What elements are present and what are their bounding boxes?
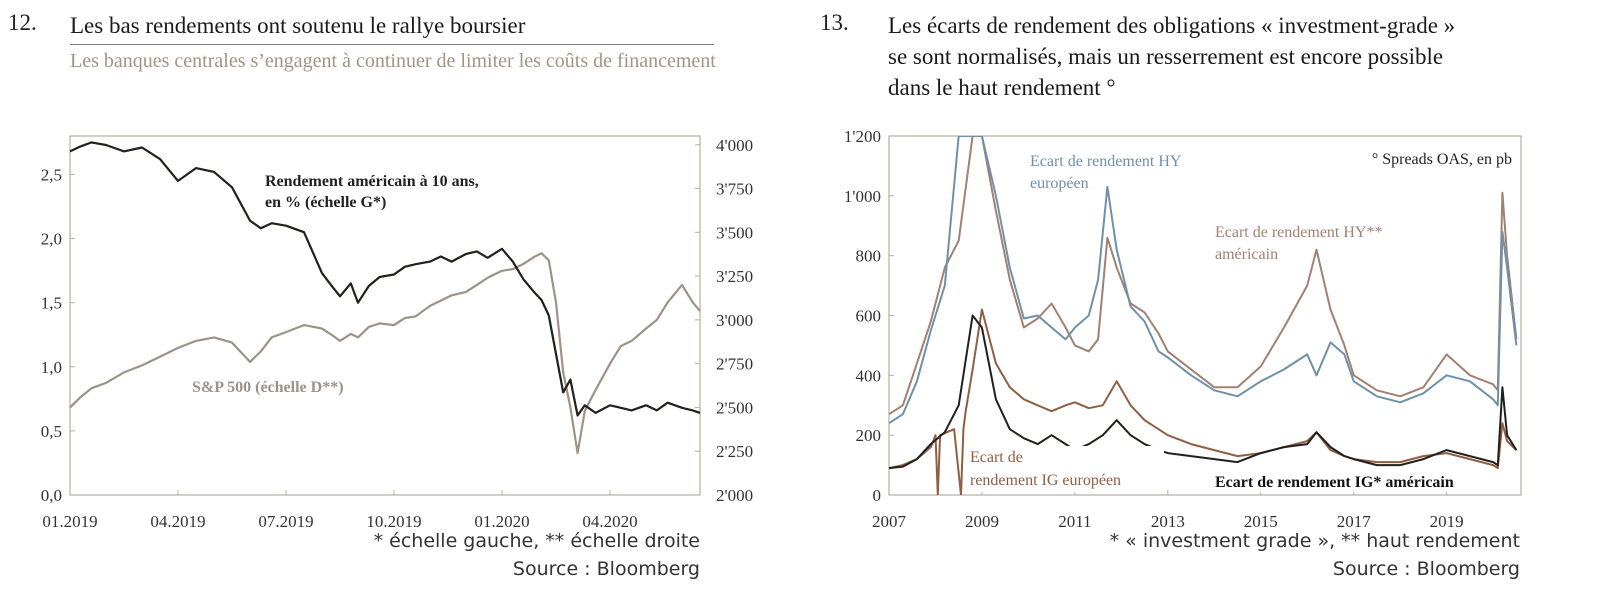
left-y-tick-label: 1,5: [41, 294, 62, 313]
right-chart-y-tick-label: 1'200: [844, 127, 881, 146]
right-y-tick-label: 3'250: [716, 267, 753, 286]
us-hy-spread-line: [889, 136, 1518, 416]
left-x-tick-label: 01.2019: [42, 512, 97, 531]
right-chart-x-tick-label: 2013: [1151, 512, 1185, 531]
right-source: Source : Bloomberg: [1332, 558, 1520, 580]
left-y-tick-label: 1,0: [41, 358, 62, 377]
left-chart-title: Les bas rendements ont soutenu le rallye…: [70, 13, 526, 38]
left-x-tick-label: 04.2019: [150, 512, 205, 531]
right-panel-number: 13.: [820, 10, 849, 35]
right-chart-title: Les écarts de rendement des obligations …: [888, 10, 1588, 103]
left-y-tick-label: 0,5: [41, 422, 62, 441]
eur-ig-label-line-2: rendement IG européen: [970, 472, 1121, 489]
left-panel-number: 12.: [8, 10, 37, 35]
right-chart-y-tick-label: 400: [856, 366, 882, 385]
right-title-line-2: se sont normalisés, mais un resserrement…: [888, 44, 1444, 69]
left-x-tick-label: 10.2019: [366, 512, 421, 531]
yield-annotation-line-2: en % (échelle G*): [265, 194, 386, 211]
eur-ig-label-background: [964, 446, 1164, 492]
right-y-tick-label: 2'750: [716, 355, 753, 374]
us-ig-spread-line: [889, 314, 1518, 470]
right-chart-x-tick-label: 2019: [1430, 512, 1464, 531]
right-y-tick-label: 2'250: [716, 442, 753, 461]
right-y-tick-label: 2'500: [716, 398, 753, 417]
right-title-line-3: dans le haut rendement °: [888, 75, 1116, 100]
right-y-tick-label: 3'000: [716, 311, 753, 330]
left-y-tick-label: 2,0: [41, 230, 62, 249]
right-chart-y-tick-label: 600: [856, 307, 882, 326]
eur-hy-label-line-1: Ecart de rendement HY: [1030, 153, 1182, 170]
yield-annotation-line-1: Rendement américain à 10 ans,: [265, 173, 479, 190]
us-hy-label-line-2: américain: [1215, 246, 1278, 263]
left-footnote: * échelle gauche, ** échelle droite: [373, 530, 700, 552]
eur-hy-label-line-2: européen: [1030, 175, 1089, 192]
left-chart-subtitle: Les banques centrales s’engagent à conti…: [70, 50, 716, 72]
right-y-tick-label: 2'000: [716, 486, 753, 505]
left-plot-frame: [69, 135, 701, 496]
right-footnote: * « investment grade », ** haut rendemen…: [1109, 530, 1520, 552]
right-y-tick-label: 4'000: [716, 136, 753, 155]
sp500-annotation: S&P 500 (échelle D**): [192, 379, 344, 396]
eur-ig-label-line-1: Ecart de: [970, 449, 1023, 466]
right-chart-y-tick-label: 200: [856, 426, 882, 445]
left-x-tick-label: 04.2020: [582, 512, 637, 531]
left-x-tick-label: 07.2019: [258, 512, 313, 531]
left-source: Source : Bloomberg: [512, 558, 700, 580]
right-y-tick-label: 3'750: [716, 180, 753, 199]
eur-ig-spread-line: [889, 308, 1518, 495]
us-ig-label: Ecart de rendement IG* américain: [1215, 474, 1454, 491]
us-10y-yield-line: [69, 141, 701, 417]
left-x-tick-label: 01.2020: [474, 512, 529, 531]
eur-hy-spread-line: [889, 136, 1518, 425]
right-chart-x-tick-label: 2011: [1058, 512, 1091, 531]
right-chart: 0 200 400 600 800 1'000 1'200 2007 2009 2011 2013 2…: [844, 127, 1522, 531]
left-title-divider: [70, 44, 714, 45]
right-chart-y-tick-label: 0: [873, 486, 882, 505]
right-chart-y-tick-label: 1'000: [844, 187, 881, 206]
right-y-tick-label: 3'500: [716, 223, 753, 242]
right-chart-y-tick-label: 800: [856, 247, 882, 266]
left-y-tick-label: 2,5: [41, 165, 62, 184]
oas-note: ° Spreads OAS, en pb: [1372, 151, 1512, 168]
right-chart-x-tick-label: 2009: [965, 512, 999, 531]
right-chart-x-tick-label: 2007: [872, 512, 907, 531]
right-chart-x-tick-label: 2015: [1244, 512, 1278, 531]
right-title-line-1: Les écarts de rendement des obligations …: [888, 13, 1456, 38]
left-y-tick-label: 0,0: [41, 486, 62, 505]
us-hy-label-line-1: Ecart de rendement HY**: [1215, 224, 1382, 241]
left-chart: 0,0 0,5 1,0 1,5 2,0 2,5 2'000 2'250 2'500 2'750 3'…: [41, 135, 753, 531]
us-ig-label-background: [1210, 470, 1500, 492]
sp500-line: [69, 252, 701, 455]
right-chart-x-tick-label: 2017: [1337, 512, 1372, 531]
